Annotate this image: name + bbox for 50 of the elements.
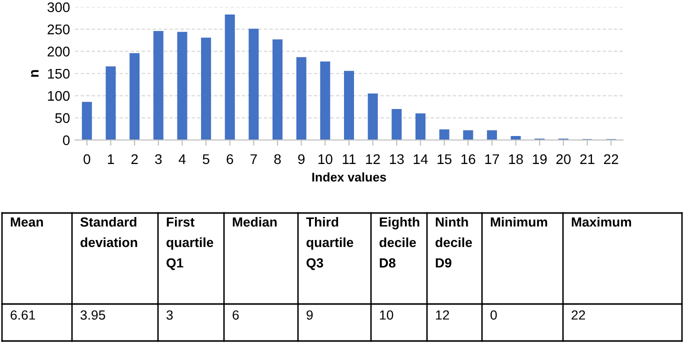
text: Ninth decile D9: [436, 217, 472, 268]
y-tick-label: 200: [48, 46, 70, 57]
x-tick-label: 1: [108, 154, 114, 164]
y-tick-label: 0: [62, 135, 70, 146]
x-tick-label: 17: [485, 154, 499, 164]
text: 6: [232, 310, 239, 320]
x-tick-label: 11: [342, 154, 356, 164]
y-tick-label: 100: [48, 91, 70, 101]
x-tick-label: 10: [318, 154, 332, 164]
text: Minimum: [490, 217, 548, 227]
text: Median: [232, 217, 277, 227]
text: Eighth decile D8: [380, 217, 420, 268]
x-tick-label: 3: [155, 154, 162, 164]
x-tick-label: 4: [178, 154, 186, 164]
x-tick-label: 8: [274, 154, 281, 164]
x-tick-label: 22: [604, 154, 618, 164]
x-tick-label: 14: [414, 154, 428, 164]
y-tick-label: 300: [48, 2, 70, 12]
x-tick-label: 9: [298, 154, 305, 164]
text: 12: [436, 310, 450, 320]
x-tick-label: 16: [461, 154, 476, 164]
x-tick-label: 2: [131, 154, 138, 164]
text: 3.95: [80, 310, 106, 320]
y-axis-title: n: [31, 70, 39, 77]
text: 9: [306, 310, 313, 320]
text: Mean: [10, 217, 43, 227]
x-tick-label: 21: [580, 154, 594, 164]
x-tick-label: 7: [250, 154, 257, 164]
text: 0: [490, 310, 497, 320]
text: 6.61: [10, 310, 36, 320]
text: Third quartile Q3: [306, 217, 354, 270]
text: Maximum: [572, 217, 632, 227]
x-tick-label: 5: [202, 154, 210, 164]
x-axis-title: Index values: [312, 172, 386, 182]
x-tick-label: 18: [509, 154, 523, 164]
y-tick-label: 150: [48, 68, 70, 79]
text: 22: [572, 310, 586, 320]
text: 3: [166, 310, 173, 320]
x-tick-label: 6: [226, 154, 234, 164]
x-tick-label: 19: [532, 154, 547, 164]
y-tick-label: 50: [55, 113, 70, 124]
x-tick-label: 15: [438, 154, 452, 164]
x-tick-label: 20: [556, 154, 571, 164]
y-tick-label: 250: [48, 24, 70, 34]
text: First quartile Q1: [166, 217, 214, 270]
x-tick-label: 0: [84, 154, 90, 164]
text: 10: [380, 310, 394, 320]
x-tick-label: 12: [366, 154, 380, 164]
text: Standard deviation: [80, 217, 138, 248]
x-tick-label: 13: [390, 154, 404, 164]
